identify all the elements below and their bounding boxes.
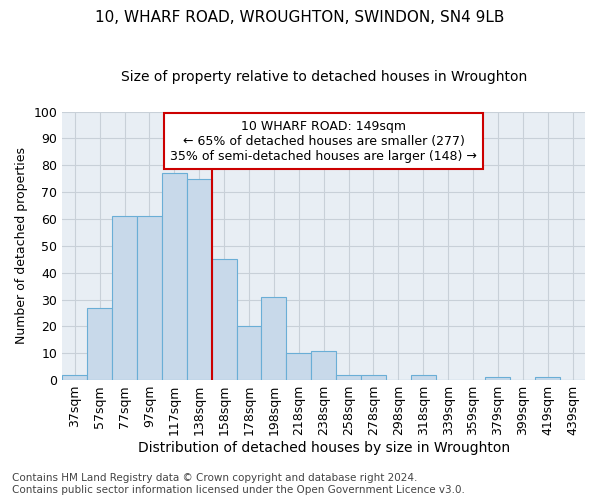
Bar [361, 374, 386, 380]
Bar [162, 174, 187, 380]
Bar [262, 297, 286, 380]
Bar [485, 378, 511, 380]
Text: 10 WHARF ROAD: 149sqm
← 65% of detached houses are smaller (277)
35% of semi-det: 10 WHARF ROAD: 149sqm ← 65% of detached … [170, 120, 477, 162]
X-axis label: Distribution of detached houses by size in Wroughton: Distribution of detached houses by size … [137, 441, 510, 455]
Bar [286, 353, 311, 380]
Bar [236, 326, 262, 380]
Bar [336, 374, 361, 380]
Bar [311, 350, 336, 380]
Bar [187, 178, 212, 380]
Bar [62, 374, 87, 380]
Text: Contains HM Land Registry data © Crown copyright and database right 2024.
Contai: Contains HM Land Registry data © Crown c… [12, 474, 465, 495]
Title: Size of property relative to detached houses in Wroughton: Size of property relative to detached ho… [121, 70, 527, 84]
Bar [411, 374, 436, 380]
Bar [137, 216, 162, 380]
Bar [535, 378, 560, 380]
Y-axis label: Number of detached properties: Number of detached properties [15, 148, 28, 344]
Text: 10, WHARF ROAD, WROUGHTON, SWINDON, SN4 9LB: 10, WHARF ROAD, WROUGHTON, SWINDON, SN4 … [95, 10, 505, 25]
Bar [87, 308, 112, 380]
Bar [212, 259, 236, 380]
Bar [112, 216, 137, 380]
